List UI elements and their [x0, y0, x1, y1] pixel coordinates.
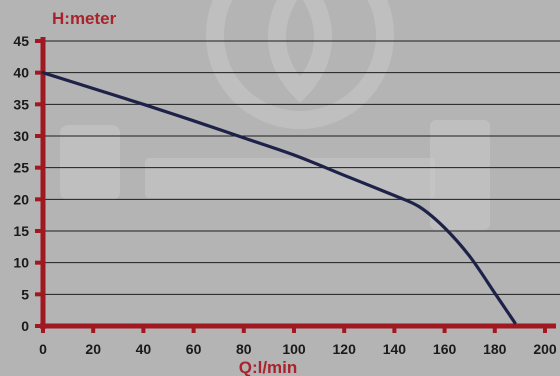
y-tick-label-45: 45	[13, 33, 29, 49]
x-tick-label-120: 120	[333, 341, 357, 357]
y-tick-label-20: 20	[13, 191, 29, 207]
x-tick-label-0: 0	[39, 341, 47, 357]
y-tick-label-40: 40	[13, 65, 29, 81]
ticks: 0 5 10 15 20 25 30 35 40 45 0 20 40 60 80 100 120 140 160 1…	[13, 33, 556, 357]
series-layer	[41, 71, 517, 325]
y-tick-label-10: 10	[13, 255, 29, 271]
y-tick-label-35: 35	[13, 96, 29, 112]
x-tick-label-60: 60	[186, 341, 202, 357]
x-tick-label-100: 100	[282, 341, 306, 357]
y-tick-label-30: 30	[13, 128, 29, 144]
y-tick-label-25: 25	[13, 160, 29, 176]
y-tick-label-15: 15	[13, 223, 29, 239]
gridlines	[43, 40, 560, 295]
axes	[40, 37, 556, 329]
x-tick-label-200: 200	[533, 341, 557, 357]
x-tick-label-40: 40	[136, 341, 152, 357]
watermark-logo	[60, 0, 490, 230]
x-tick-label-180: 180	[483, 341, 507, 357]
y-tick-label-5: 5	[21, 286, 29, 302]
x-tick-label-80: 80	[236, 341, 252, 357]
series-line-0	[41, 71, 517, 325]
x-tick-label-20: 20	[85, 341, 101, 357]
x-tick-label-140: 140	[383, 341, 407, 357]
y-tick-label-0: 0	[21, 318, 29, 334]
x-axis-title: Q:l/min	[239, 358, 298, 376]
x-tick-label-160: 160	[433, 341, 457, 357]
y-axis-title: H:meter	[52, 9, 117, 28]
